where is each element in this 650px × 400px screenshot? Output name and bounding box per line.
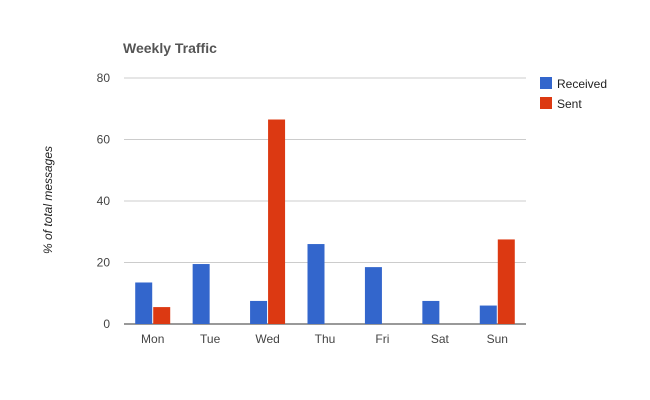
tick-labels: 0 20 40 60 80 Mon Tue Wed Thu Fri Sat Sun [97,71,508,346]
x-tick-label: Tue [200,332,221,346]
bar-received-wed [250,300,268,324]
legend-swatch-sent [540,97,552,109]
legend-label-received: Received [557,77,607,91]
bar-sent-wed [268,119,286,324]
bar-received-tue [192,264,210,324]
x-tick-label: Thu [315,332,336,346]
y-tick-label: 80 [97,71,111,85]
x-tick-label: Mon [141,332,164,346]
legend-label-sent: Sent [557,97,582,111]
y-axis-label: % of total messages [41,146,55,254]
x-tick-label: Sat [431,332,450,346]
bar-received-sat [422,300,440,324]
bar-sent-sun [497,239,515,324]
x-tick-label: Sun [487,332,508,346]
gridlines [124,77,526,325]
legend: Received Sent [540,77,607,111]
bar-received-fri [364,267,382,324]
bar-sent-mon [153,307,171,324]
bar-received-thu [307,244,325,324]
y-tick-label: 60 [97,133,111,147]
y-tick-label: 0 [103,317,110,331]
legend-swatch-received [540,77,552,89]
y-tick-label: 20 [97,256,111,270]
x-tick-label: Fri [375,332,389,346]
x-tick-label: Wed [255,332,279,346]
bars [135,119,515,324]
bar-received-mon [135,282,153,324]
y-tick-label: 40 [97,194,111,208]
chart-title: Weekly Traffic [123,40,217,56]
bar-received-sun [479,305,497,324]
